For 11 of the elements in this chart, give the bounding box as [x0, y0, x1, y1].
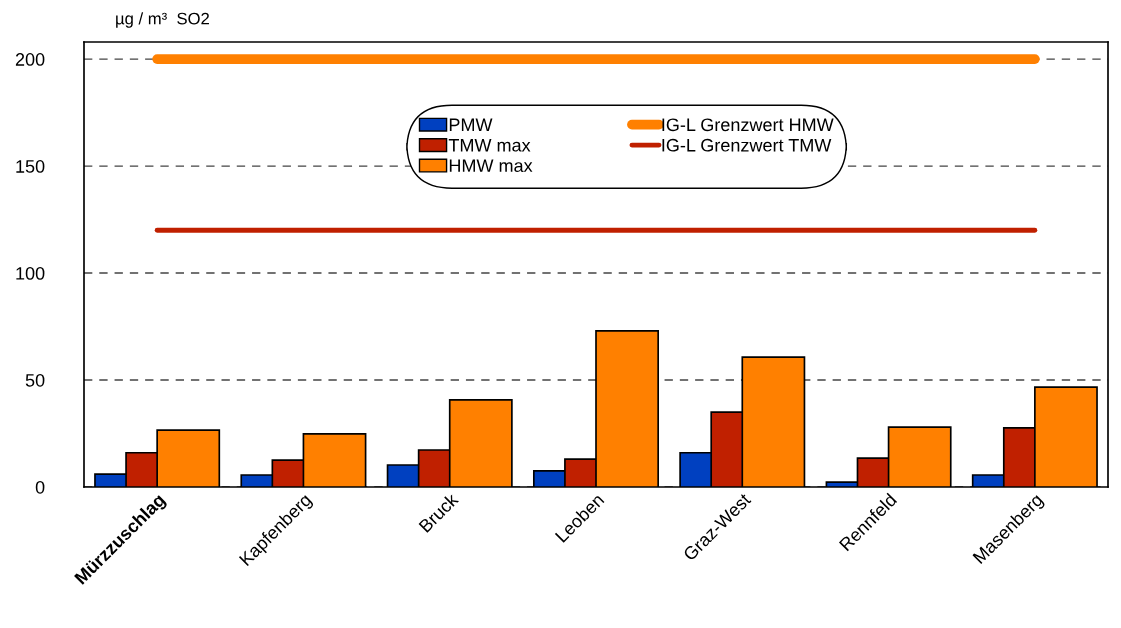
y-tick-label: 50 — [25, 373, 45, 387]
legend-label: HMW max — [449, 159, 533, 173]
legend-label: IG-L Grenzwert TMW — [662, 138, 832, 152]
y-tick-label: 0 — [35, 480, 45, 494]
legend-label: TMW max — [448, 139, 531, 152]
y-tick-label: 100 — [16, 266, 45, 280]
y-tick-label: 200 — [15, 53, 45, 66]
y-tick-label: 150 — [16, 160, 45, 173]
y-axis-title: µg / m³ SO2 — [116, 12, 209, 28]
legend-label: PMW — [449, 118, 493, 131]
legend-label: IG-L Grenzwert HMW — [662, 118, 834, 132]
